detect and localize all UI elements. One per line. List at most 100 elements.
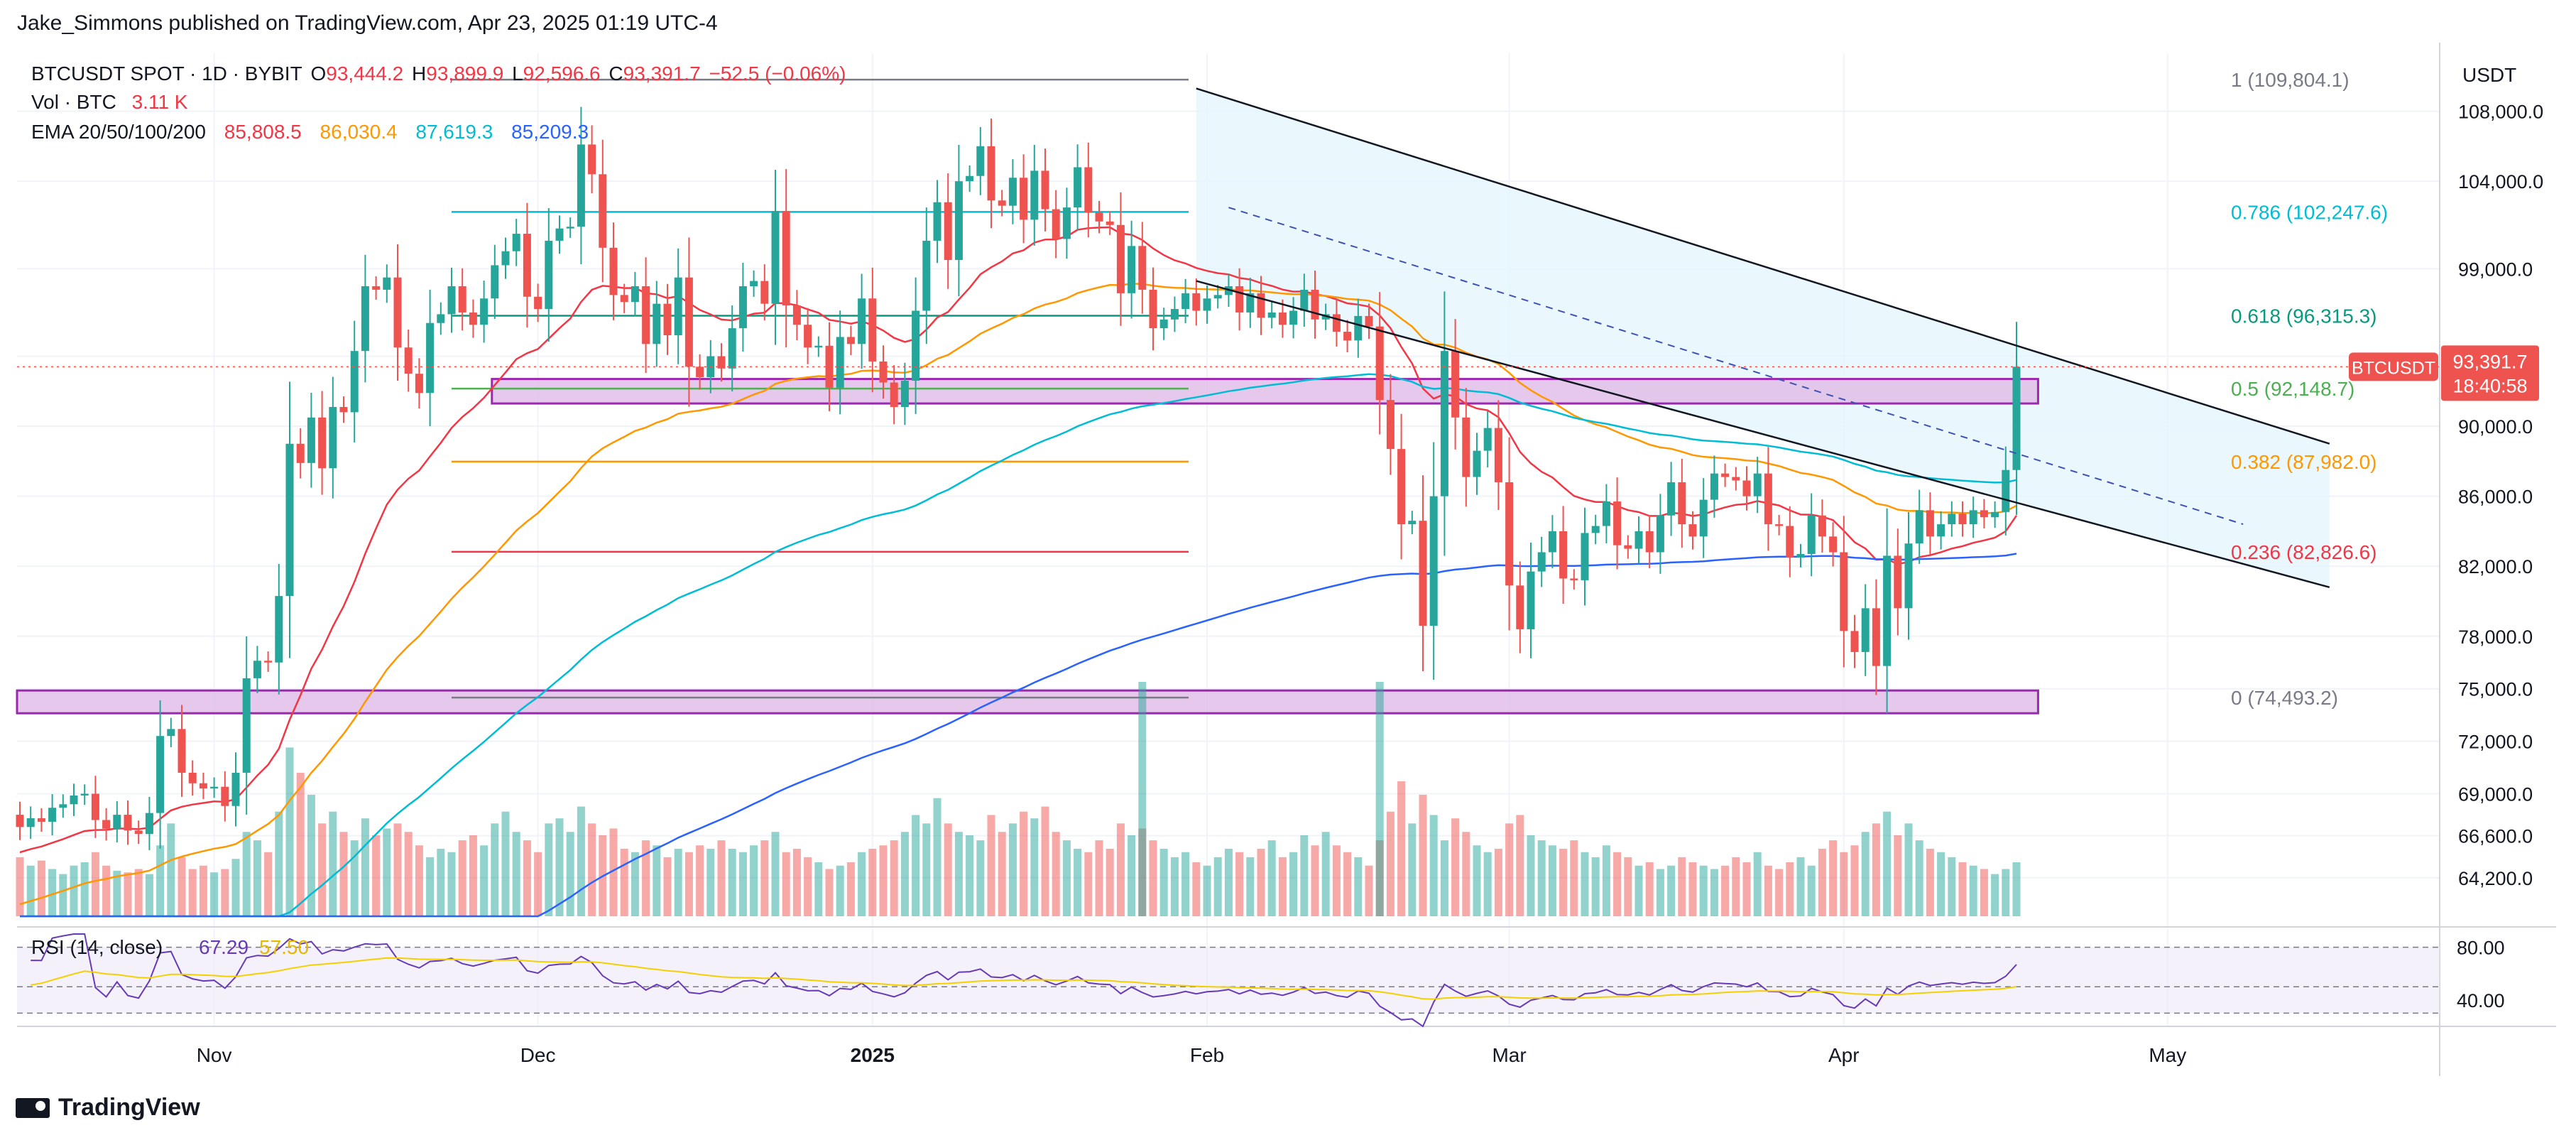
price-tick-label: 72,000.0 [2458,732,2533,753]
volume-bar [1074,848,1082,916]
volume-bar [102,865,111,916]
candle-body [1645,531,1654,553]
candle-body [1008,178,1017,206]
fib-label: 0.786 (102,247.6) [2231,201,2388,223]
volume-bar [1764,865,1772,916]
volume-bar [37,860,45,916]
candle-body [404,347,413,374]
candle-body [1786,526,1794,558]
volume-bar [1213,857,1222,916]
volume-bar [836,865,844,916]
candle-body [1074,167,1082,208]
volume-bar [858,852,866,916]
ema-row[interactable]: EMA 20/50/100/200 85,808.5 86,030.4 87,6… [31,121,591,143]
volume-row[interactable]: Vol · BTC 3.11 K [31,91,190,114]
volume-bar [1570,840,1578,916]
volume-bar [512,832,520,916]
candle-body [566,227,574,229]
symbol-name[interactable]: BTCUSDT SPOT · 1D · BYBIT [31,63,302,85]
candle-body [1591,526,1600,533]
time-tick-label: May [2149,1044,2186,1066]
candle-body [145,813,153,835]
symbol-ohlc-row[interactable]: BTCUSDT SPOT · 1D · BYBIT O93,444.2 H93,… [31,63,848,85]
volume-bar [717,840,726,916]
price-axis[interactable]: 80.0040.00108,000.0104,000.099,000.094,0… [2457,102,2543,1011]
candle-body [1667,482,1676,516]
candle-body [738,286,747,329]
volume-bar [1300,835,1309,916]
candle-body [1732,477,1740,481]
volume-bar [1257,848,1265,916]
volume-bar [113,870,121,916]
volume-bar [1883,811,1892,916]
rsi-pane[interactable]: RSI (14, close) 67.29 57.50 [17,933,2440,1028]
candle-body [1710,473,1718,500]
volume-bar [1170,857,1179,916]
candle-body [1311,289,1319,320]
volume-bar [1926,848,1934,916]
price-badge [2441,345,2539,401]
volume-bar [1116,823,1125,916]
volume-bar [188,869,197,916]
candle-body [469,312,477,325]
price-badge-value: 93,391.7 [2452,351,2527,372]
volume-bar [555,818,564,916]
volume-bar [1624,857,1632,916]
candle-body [1742,480,1751,496]
volume-bar [609,828,618,916]
tradingview-logo[interactable]: TradingView [16,1094,200,1122]
candle-body [1106,221,1114,225]
ema50-line [19,283,2017,906]
candle-body [998,200,1006,206]
volume-bar [954,832,963,916]
high-value: 93,899.9 [426,63,504,85]
candle-body [1192,293,1201,311]
volume-bar [868,848,877,916]
candle-body [954,181,963,261]
currency-label[interactable]: USDT [2462,64,2517,86]
volume-bar [1408,823,1417,916]
volume-bar [1829,840,1838,916]
candle-body [1300,289,1309,311]
candle-body [814,345,823,348]
volume-bar [1505,823,1514,916]
volume-bar [437,848,445,916]
volume-bar [1915,840,1923,916]
close-value: 93,391.7 [623,63,701,85]
candle-body [285,443,294,597]
tradingview-logo-icon [16,1097,50,1118]
candle-body [1494,428,1502,482]
volume-label: Vol · BTC [31,91,116,113]
candle-body [1764,473,1772,525]
volume-bar [545,823,553,916]
candle-body [253,661,261,678]
volume-bar [1321,832,1330,916]
candle-body [846,337,855,344]
volume-bar [684,852,693,916]
volume-bar [404,832,413,916]
time-axis[interactable]: Nov Dec 2025 Feb Mar Apr May [197,1044,2187,1066]
volume-bar [825,869,834,916]
candle-body [1958,514,1967,525]
volume-bar [1159,848,1168,916]
volume-bar [696,845,704,916]
candles[interactable] [16,107,2021,850]
volume-bar [1786,862,1794,916]
candle-body [1095,212,1103,222]
candle-body [275,596,283,663]
candle-body [1678,482,1686,525]
volume-bar [167,823,175,916]
volume-bar [469,835,477,916]
symbol-badge [2349,352,2438,381]
candle-body [588,144,596,175]
candle-body [696,367,704,378]
candle-body [1483,428,1492,451]
volume-bar [1991,874,1999,916]
ema20-value: 85,808.5 [224,121,302,143]
volume-bar [750,845,758,916]
descending-channel[interactable] [1196,87,2330,588]
candle-body [1181,293,1190,310]
volume-bar [1224,848,1233,916]
candle-body [1937,524,1945,537]
